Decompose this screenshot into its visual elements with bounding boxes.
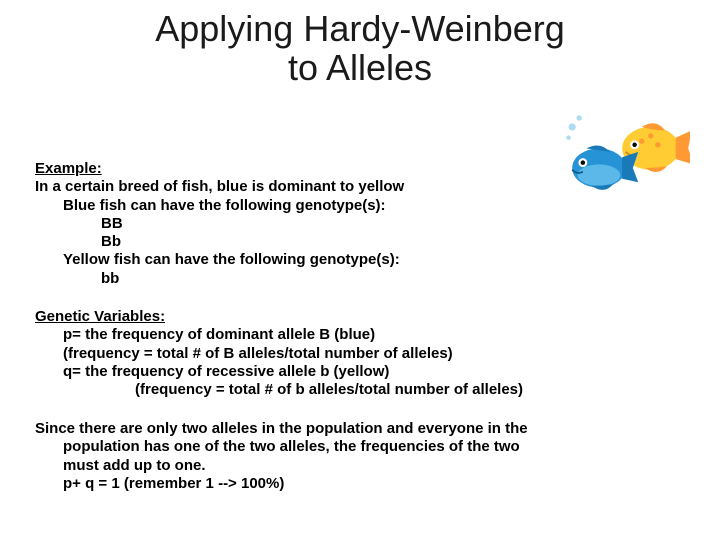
p-frequency-formula: (frequency = total # of B alleles/total … xyxy=(63,345,685,363)
genotype-bb-lower: bb xyxy=(101,270,685,288)
variables-block: Genetic Variables: p= the frequency of d… xyxy=(35,308,685,399)
blue-fish-line: Blue fish can have the following genotyp… xyxy=(63,197,685,215)
slide-title: Applying Hardy-Weinberg to Alleles xyxy=(0,10,720,88)
q-frequency-formula: (frequency = total # of b alleles/total … xyxy=(135,381,685,399)
q-definition: q= the frequency of recessive allele b (… xyxy=(63,363,685,381)
variables-heading: Genetic Variables: xyxy=(35,308,685,326)
genotype-bb-mixed: Bb xyxy=(101,233,685,251)
yellow-fish-line: Yellow fish can have the following genot… xyxy=(63,251,685,269)
title-line1: Applying Hardy-Weinberg xyxy=(0,10,720,49)
conclusion-line1: Since there are only two alleles in the … xyxy=(35,420,685,438)
example-heading: Example: xyxy=(35,160,685,178)
conclusion-block: Since there are only two alleles in the … xyxy=(35,420,685,493)
example-block: Example: In a certain breed of fish, blu… xyxy=(35,160,685,288)
title-line2: to Alleles xyxy=(0,49,720,88)
slide: Applying Hardy-Weinberg to Alleles xyxy=(0,0,720,540)
conclusion-line3: must add up to one. xyxy=(63,457,685,475)
genotype-bb-upper: BB xyxy=(101,215,685,233)
conclusion-line2: population has one of the two alleles, t… xyxy=(63,438,685,456)
p-definition: p= the frequency of dominant allele B (b… xyxy=(63,326,685,344)
example-intro: In a certain breed of fish, blue is domi… xyxy=(35,178,685,196)
conclusion-equation: p+ q = 1 (remember 1 --> 100%) xyxy=(63,475,685,493)
